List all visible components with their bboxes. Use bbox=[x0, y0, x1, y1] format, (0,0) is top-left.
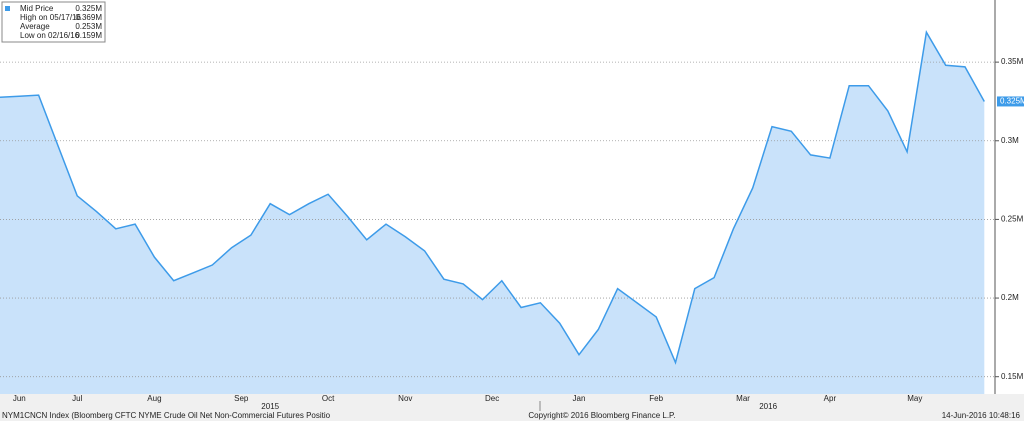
y-tick-label: 0.15M bbox=[1001, 372, 1024, 381]
year-label: 2016 bbox=[759, 402, 777, 411]
area bbox=[0, 32, 985, 395]
legend-swatch bbox=[5, 6, 10, 11]
year-label: 2015 bbox=[261, 402, 279, 411]
legend-box bbox=[1, 1, 106, 43]
line bbox=[0, 30, 985, 365]
y-tick-label: 0.35M bbox=[1001, 57, 1024, 66]
x-tick-label: Mar bbox=[736, 394, 750, 403]
x-tick-label: Feb bbox=[649, 394, 663, 403]
y-tick-label: 0.2M bbox=[1001, 293, 1019, 302]
x-tick-label: Dec bbox=[485, 394, 499, 403]
x-tick-label: Sep bbox=[234, 394, 249, 403]
last-price-label: 0.325M bbox=[1000, 97, 1024, 106]
legend-label: Mid Price bbox=[20, 4, 54, 13]
legend-value: 0.159M bbox=[75, 31, 102, 40]
y-tick-label: 0.25M bbox=[1001, 215, 1024, 224]
footer-right: 14-Jun-2016 10:48:16 bbox=[942, 411, 1021, 420]
footer-left: NYM1CNCN Index (Bloomberg CFTC NYME Crud… bbox=[2, 411, 331, 420]
x-tick-label: Nov bbox=[398, 394, 412, 403]
x-tick-label: Aug bbox=[147, 394, 161, 403]
x-tick-label: May bbox=[907, 394, 922, 403]
axis-band bbox=[0, 394, 1024, 421]
x-tick-label: Oct bbox=[322, 394, 335, 403]
x-tick-label: Jun bbox=[13, 394, 26, 403]
footer-center: Copyright© 2016 Bloomberg Finance L.P. bbox=[528, 411, 675, 420]
legend-value: 0.369M bbox=[75, 13, 102, 22]
x-tick-label: Jan bbox=[573, 394, 586, 403]
legend-label: Low on 02/16/16 bbox=[20, 31, 80, 40]
legend-value: 0.325M bbox=[75, 4, 102, 13]
y-tick-label: 0.3M bbox=[1001, 136, 1019, 145]
legend-label: High on 05/17/16 bbox=[20, 13, 81, 22]
legend-label: Average bbox=[20, 22, 50, 31]
plot bbox=[0, 32, 985, 395]
last-price-tag bbox=[997, 96, 1024, 107]
x-tick-label: Jul bbox=[72, 394, 82, 403]
legend-value: 0.253M bbox=[75, 22, 102, 31]
x-tick-label: Apr bbox=[824, 394, 837, 403]
